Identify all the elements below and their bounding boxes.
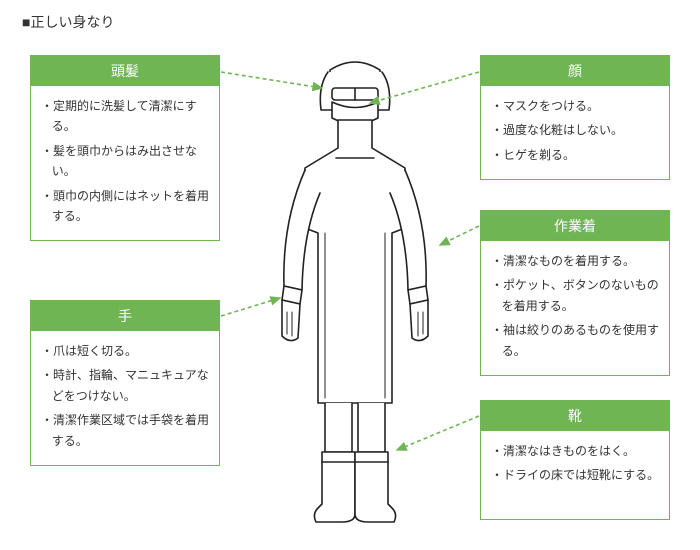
callout-arrow	[440, 226, 479, 245]
box-hand: 手 ・爪は短く切る。・時計、指輪、マニュキュアなどをつけない。・清潔作業区域では…	[30, 300, 220, 466]
box-clothes-header: 作業着	[481, 211, 669, 241]
box-item: ・清潔なものを着用する。	[491, 251, 661, 271]
box-clothes-body: ・清潔なものを着用する。・ポケット、ボタンのないものを着用する。・袖は絞りのある…	[481, 241, 669, 375]
box-face-body: ・マスクをつける。・過度な化粧はしない。・ヒゲを剃る。	[481, 86, 669, 179]
box-item: ・時計、指輪、マニュキュアなどをつけない。	[41, 365, 211, 406]
box-face-header: 顔	[481, 56, 669, 86]
box-shoes-header: 靴	[481, 401, 669, 431]
box-item: ・清潔作業区域では手袋を着用する。	[41, 410, 211, 451]
box-hand-header: 手	[31, 301, 219, 331]
box-item: ・定期的に洗髪して清潔にする。	[41, 96, 211, 137]
box-item: ・髪を頭巾からはみ出させない。	[41, 141, 211, 182]
box-item: ・ポケット、ボタンのないものを着用する。	[491, 275, 661, 316]
box-shoes-body: ・清潔なはきものをはく。・ドライの床では短靴にする。	[481, 431, 669, 500]
box-item: ・頭巾の内側にはネットを着用する。	[41, 186, 211, 227]
box-item: ・爪は短く切る。	[41, 341, 211, 361]
box-item: ・清潔なはきものをはく。	[491, 441, 661, 461]
box-item: ・ヒゲを剃る。	[491, 145, 661, 165]
box-hair-header: 頭髪	[31, 56, 219, 86]
box-hair-body: ・定期的に洗髪して清潔にする。・髪を頭巾からはみ出させない。・頭巾の内側にはネッ…	[31, 86, 219, 240]
box-item: ・マスクをつける。	[491, 96, 661, 116]
box-item: ・ドライの床では短靴にする。	[491, 465, 661, 485]
worker-figure	[270, 58, 440, 528]
box-hand-body: ・爪は短く切る。・時計、指輪、マニュキュアなどをつけない。・清潔作業区域では手袋…	[31, 331, 219, 465]
box-item: ・過度な化粧はしない。	[491, 120, 661, 140]
box-shoes: 靴 ・清潔なはきものをはく。・ドライの床では短靴にする。	[480, 400, 670, 520]
box-face: 顔 ・マスクをつける。・過度な化粧はしない。・ヒゲを剃る。	[480, 55, 670, 180]
box-item: ・袖は絞りのあるものを使用する。	[491, 320, 661, 361]
box-hair: 頭髪 ・定期的に洗髪して清潔にする。・髪を頭巾からはみ出させない。・頭巾の内側に…	[30, 55, 220, 241]
page-title: ■正しい身なり	[22, 12, 114, 32]
box-clothes: 作業着 ・清潔なものを着用する。・ポケット、ボタンのないものを着用する。・袖は絞…	[480, 210, 670, 376]
